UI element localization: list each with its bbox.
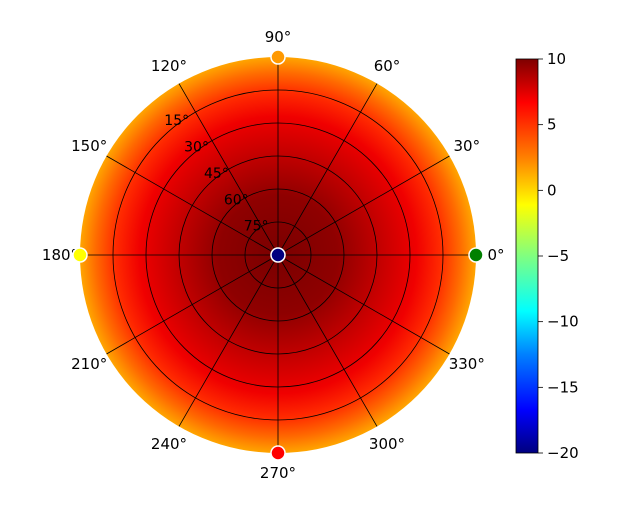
value-marker xyxy=(270,49,286,65)
value-marker xyxy=(270,445,286,461)
angle-tick-label: 60° xyxy=(374,57,401,75)
colorbar-tick-label: −15 xyxy=(547,378,579,396)
angle-tick-labels: 0° 30° 60° 90° 120° 150° 180° 210° 240° 270° 300° 3… xyxy=(42,28,505,482)
angle-tick-label: 270° xyxy=(260,464,296,482)
angle-tick-label: 0° xyxy=(487,246,504,264)
radial-tick-label: 60° xyxy=(224,192,249,208)
colorbar-tick-label: 0 xyxy=(547,181,557,199)
colorbar-tick-label: 10 xyxy=(547,50,566,68)
angle-grid-line-300 xyxy=(277,254,378,427)
colorbar-tick-label: −10 xyxy=(547,313,579,331)
angle-tick-label: 210° xyxy=(71,355,107,373)
radial-tick-label: 45° xyxy=(204,166,229,182)
angle-tick-label: 300° xyxy=(369,435,405,453)
angle-grid-line-30 xyxy=(277,155,450,256)
radial-tick-label: 30° xyxy=(184,140,209,156)
colorbar-gradient xyxy=(515,58,539,454)
angle-tick-label: 180° xyxy=(42,246,78,264)
colorbar-tick-label: −20 xyxy=(547,444,579,462)
angle-tick-label: 330° xyxy=(449,355,485,373)
angle-grid-line-150 xyxy=(106,155,279,256)
value-marker xyxy=(72,247,88,263)
value-markers xyxy=(72,49,484,461)
angle-tick-label: 150° xyxy=(71,137,107,155)
value-marker xyxy=(468,247,484,263)
radial-tick-label: 75° xyxy=(244,219,269,235)
angle-tick-label: 120° xyxy=(151,57,187,75)
radial-tick-labels: 15° 30° 45° 60° 75° xyxy=(164,113,268,234)
angle-grid-line-120 xyxy=(178,83,279,256)
colorbar-tick-label: 5 xyxy=(547,116,557,134)
polar-grid xyxy=(80,57,476,453)
radial-tick-label: 15° xyxy=(164,113,189,129)
angle-grid-line-60 xyxy=(277,83,378,256)
colorbar: 10 5 0 −5 −10 −15 −20 xyxy=(515,50,579,462)
angle-grid-line-330 xyxy=(277,254,450,355)
angle-tick-label: 30° xyxy=(453,137,480,155)
angle-grid-line-210 xyxy=(106,254,279,355)
center-marker-ring xyxy=(270,247,286,263)
colorbar-tick-label: −5 xyxy=(547,247,569,265)
angle-tick-label: 90° xyxy=(265,28,292,46)
colorbar-ticks: 10 5 0 −5 −10 −15 −20 xyxy=(538,50,579,462)
angle-grid-line-240 xyxy=(178,254,279,427)
angle-tick-label: 240° xyxy=(151,435,187,453)
